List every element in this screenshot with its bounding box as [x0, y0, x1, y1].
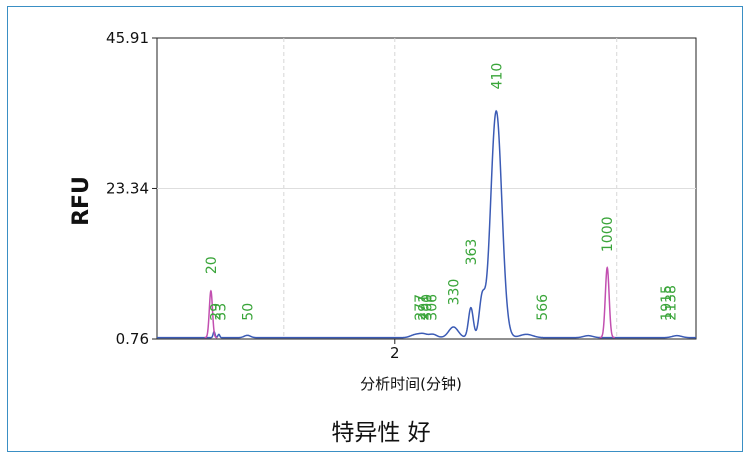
x-tick-label: 2 — [390, 344, 400, 362]
y-axis-ticks: 45.91 23.34 0.76 — [106, 29, 157, 348]
series-line-blue — [157, 109, 696, 339]
peak-label: 277 — [413, 294, 429, 321]
y-axis-label: RFU — [69, 176, 94, 226]
grid — [157, 38, 696, 339]
peak-label: 306 — [424, 294, 440, 321]
x-axis-label: 分析时间(分钟) — [360, 375, 462, 393]
peak-label: 1000 — [600, 216, 616, 252]
peak-label: 33 — [213, 303, 229, 321]
series-line-magenta — [204, 289, 218, 339]
peak-label: 1915 — [659, 285, 675, 321]
x-axis-ticks: 2 — [390, 339, 400, 362]
chart-caption: 特异性 好 — [331, 420, 430, 446]
peak-label: 330 — [447, 279, 463, 306]
peak-label: 50 — [240, 303, 256, 321]
peak-label: 363 — [464, 239, 480, 266]
y-tick-label: 45.91 — [106, 29, 149, 47]
peak-label: 566 — [535, 294, 551, 321]
y-tick-label: 23.34 — [106, 179, 149, 197]
peak-label: 29 — [209, 303, 225, 321]
series-group — [157, 109, 696, 339]
peak-label: 291 — [416, 294, 432, 321]
series-line-magenta — [599, 266, 615, 339]
peak-label: 410 — [489, 63, 505, 90]
peak-label: 20 — [204, 256, 220, 274]
y-tick-label: 0.76 — [116, 330, 149, 348]
peak-label: 2138 — [664, 285, 680, 321]
peak-label: 300 — [420, 294, 436, 321]
